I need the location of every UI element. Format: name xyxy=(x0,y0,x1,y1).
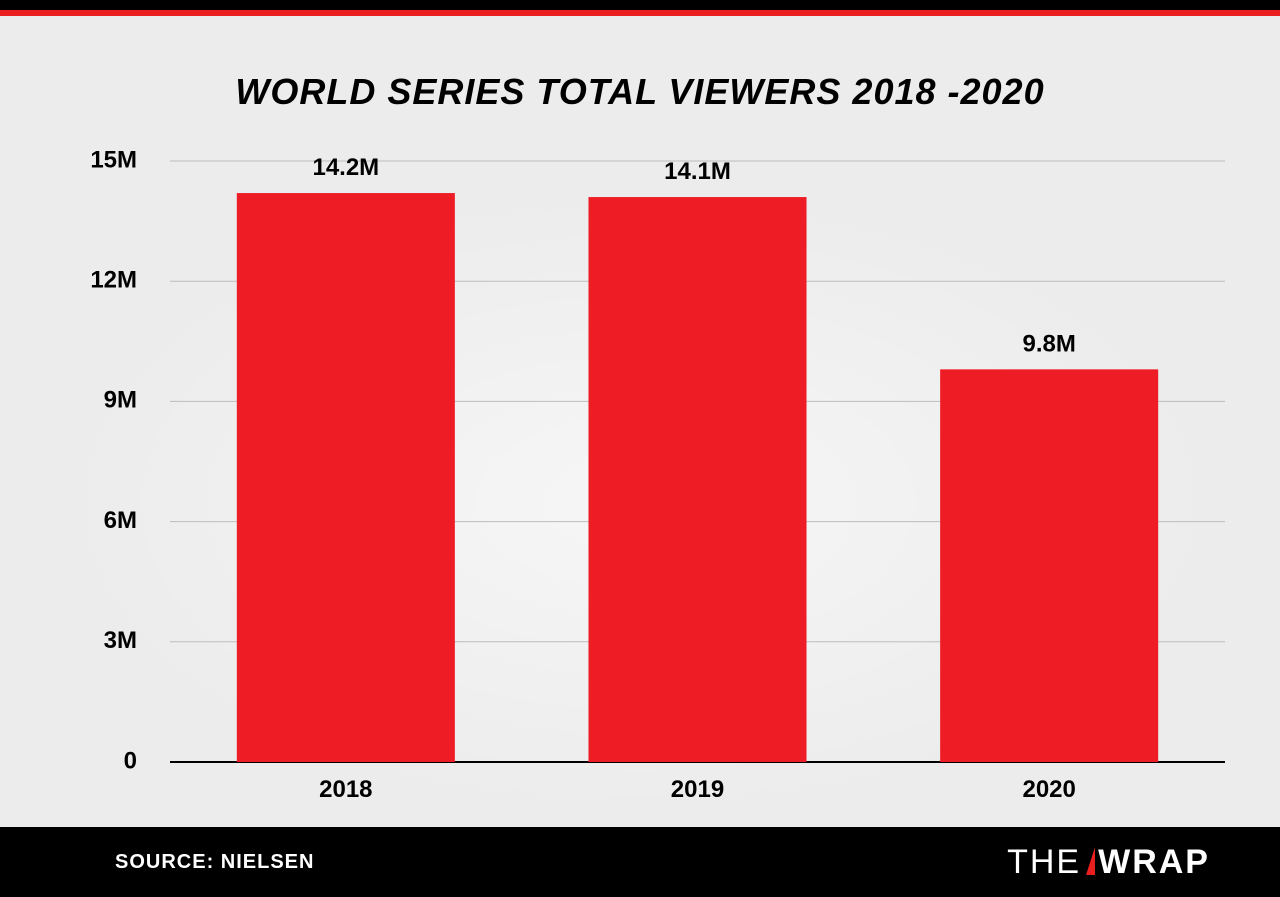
y-tick-label: 0 xyxy=(124,747,137,774)
bar-chart: 0 3M 6M 9M 12M 15M 14.2M 2018 14.1M 2019 9.8M 2020 xyxy=(0,16,1280,827)
bar-value-label: 14.1M xyxy=(664,158,731,185)
brand-accent-icon xyxy=(1086,847,1095,875)
x-tick-label: 2019 xyxy=(671,776,724,803)
brand-the: THE xyxy=(1007,843,1081,882)
bar xyxy=(237,193,455,762)
brand-logo: THE WRAP xyxy=(1007,843,1210,882)
x-tick-label: 2020 xyxy=(1022,776,1075,803)
infographic-frame: WORLD SERIES TOTAL VIEWERS 2018 -2020 03… xyxy=(0,0,1280,897)
y-tick-label: 12M xyxy=(90,267,137,294)
y-tick-label: 6M xyxy=(104,507,137,534)
bar-value-label: 9.8M xyxy=(1022,330,1075,357)
x-tick-label: 2018 xyxy=(319,776,372,803)
y-tick-label: 9M xyxy=(104,387,137,414)
footer-bar: SOURCE: NIELSEN THE WRAP xyxy=(0,827,1280,897)
top-black-bar xyxy=(0,0,1280,10)
y-tick-label: 15M xyxy=(90,146,137,173)
brand-wrap: WRAP xyxy=(1098,843,1210,882)
bar xyxy=(588,197,806,762)
plot-area: WORLD SERIES TOTAL VIEWERS 2018 -2020 03… xyxy=(0,16,1280,827)
y-tick-label: 3M xyxy=(104,627,137,654)
bar xyxy=(940,369,1158,762)
bar-value-label: 14.2M xyxy=(312,154,379,181)
source-label: SOURCE: NIELSEN xyxy=(115,851,314,874)
